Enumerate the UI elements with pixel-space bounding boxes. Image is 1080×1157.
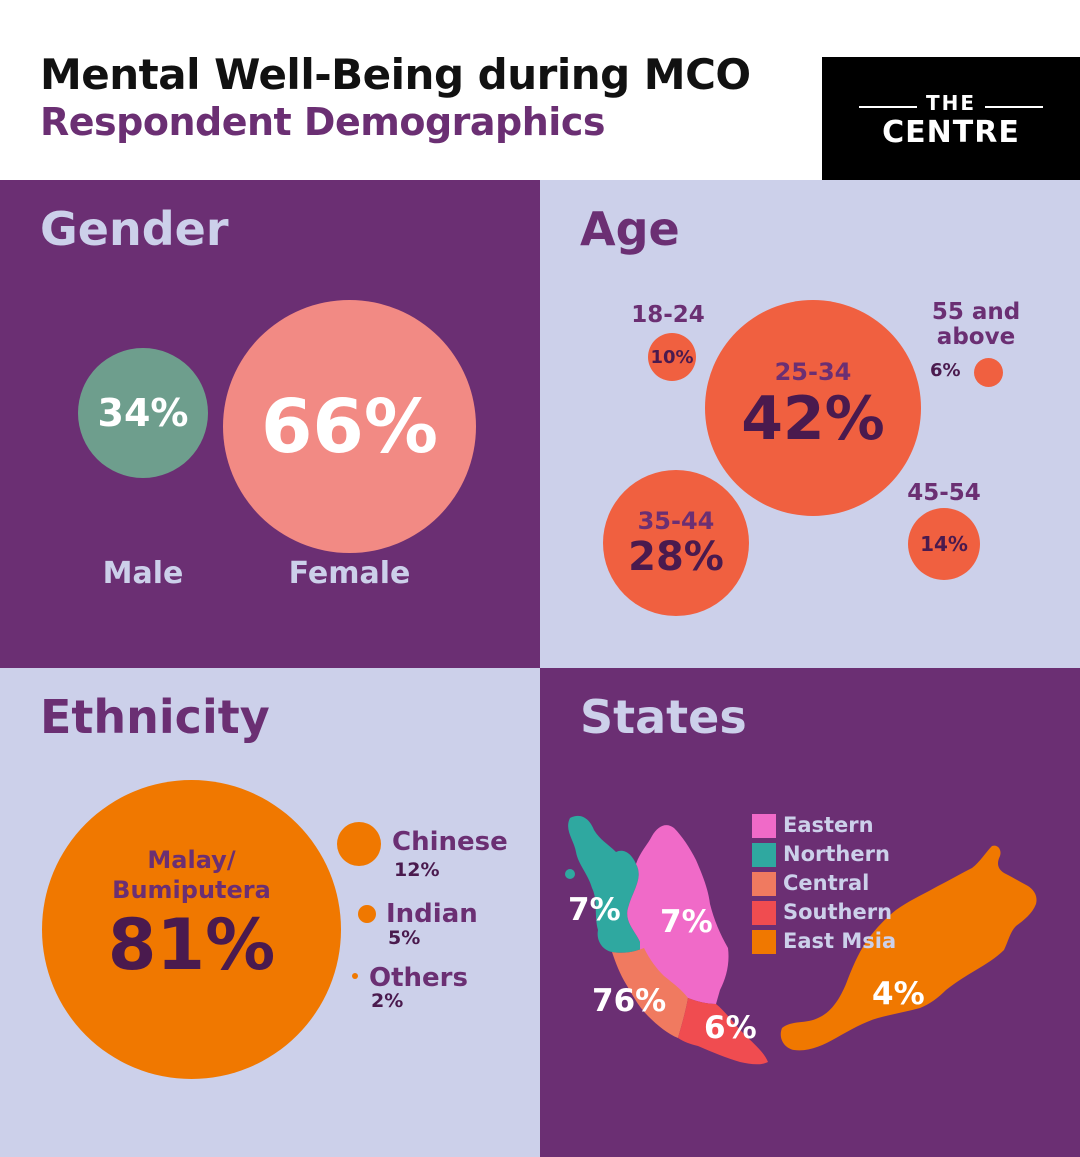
legend-swatch-southern bbox=[752, 901, 776, 925]
legend-label-eastern: Eastern bbox=[783, 813, 874, 837]
age-panel: Age 18-24 10% 25-34 42% 35-44 28% 45-54 … bbox=[540, 180, 1080, 668]
age-45-54-bubble: 14% bbox=[908, 508, 980, 580]
legend-swatch-east-msia bbox=[752, 930, 776, 954]
map-pct-northern: 7% bbox=[568, 892, 621, 928]
ethnicity-title: Ethnicity bbox=[40, 690, 270, 744]
map-region-northern bbox=[568, 815, 644, 953]
legend-label-northern: Northern bbox=[783, 842, 890, 866]
map-pct-eastern: 7% bbox=[660, 904, 713, 940]
gender-title: Gender bbox=[40, 202, 229, 256]
gender-panel: Gender 34% 66% Male Female bbox=[0, 180, 540, 668]
others-pct: 2% bbox=[371, 990, 404, 1012]
legend-swatch-eastern bbox=[752, 814, 776, 838]
age-55-above-label-line2: above bbox=[936, 324, 1016, 350]
female-label: Female bbox=[288, 556, 411, 591]
age-45-54-label: 45-54 bbox=[907, 480, 981, 506]
malay-label-line2: Bumiputera bbox=[112, 875, 271, 904]
male-bubble: 34% bbox=[78, 348, 208, 478]
map-region-east-msia bbox=[780, 845, 1037, 1051]
chinese-label: Chinese bbox=[392, 827, 508, 857]
page-subtitle: Respondent Demographics bbox=[40, 100, 605, 144]
states-panel: States 7% 7% 76% 6% 4% Eastern Northern … bbox=[540, 668, 1080, 1157]
age-55-above-label-line1: 55 and bbox=[931, 299, 1021, 325]
age-25-34-label: 25-34 bbox=[774, 358, 852, 386]
map-region-central bbox=[612, 948, 688, 1038]
logo-text-top: THE bbox=[925, 91, 977, 115]
male-pct: 34% bbox=[97, 391, 189, 435]
age-25-34-pct: 42% bbox=[741, 384, 885, 454]
others-bubble bbox=[352, 973, 358, 979]
age-18-24-label: 18-24 bbox=[631, 302, 705, 328]
age-title: Age bbox=[580, 202, 680, 256]
others-label: Others bbox=[369, 963, 468, 993]
age-35-44-label: 35-44 bbox=[637, 507, 715, 535]
age-45-54-pct: 14% bbox=[920, 532, 968, 556]
chinese-pct: 12% bbox=[394, 859, 440, 881]
header: Mental Well-Being during MCO Respondent … bbox=[0, 0, 1080, 180]
logo-text-bottom: CENTRE bbox=[882, 115, 1020, 150]
female-pct: 66% bbox=[260, 383, 439, 470]
age-55-above-pct: 6% bbox=[930, 360, 961, 381]
the-centre-logo: THE CENTRE bbox=[822, 57, 1080, 180]
malay-label-line1: Malay/ bbox=[147, 845, 236, 874]
map-island-langkawi bbox=[565, 869, 575, 879]
malay-bumiputera-bubble: Malay/ Bumiputera 81% bbox=[42, 780, 341, 1079]
legend-swatch-central bbox=[752, 872, 776, 896]
map-pct-central: 76% bbox=[592, 983, 667, 1019]
age-55-above-bubble bbox=[974, 358, 1003, 387]
age-18-24-bubble: 10% bbox=[648, 333, 696, 381]
map-region-eastern bbox=[627, 825, 729, 1004]
map-pct-east-msia: 4% bbox=[872, 976, 925, 1012]
malay-pct: 81% bbox=[107, 903, 276, 986]
legend-label-central: Central bbox=[783, 871, 870, 895]
legend-label-southern: Southern bbox=[783, 900, 893, 924]
male-label: Male bbox=[102, 556, 184, 591]
indian-label: Indian bbox=[386, 899, 478, 929]
chinese-bubble bbox=[337, 822, 381, 866]
age-35-44-pct: 28% bbox=[628, 534, 724, 580]
age-18-24-pct: 10% bbox=[650, 346, 694, 368]
female-bubble: 66% bbox=[223, 300, 476, 553]
ethnicity-panel: Ethnicity Malay/ Bumiputera 81% Chinese … bbox=[0, 668, 540, 1157]
age-25-34-bubble: 25-34 42% bbox=[705, 300, 921, 516]
logo-line-right bbox=[985, 106, 1043, 108]
indian-pct: 5% bbox=[388, 927, 421, 949]
legend-swatch-northern bbox=[752, 843, 776, 867]
indian-bubble bbox=[358, 905, 376, 923]
map-pct-southern: 6% bbox=[704, 1010, 757, 1046]
malaysia-map bbox=[565, 815, 1037, 1065]
age-35-44-bubble: 35-44 28% bbox=[603, 470, 749, 616]
page-title: Mental Well-Being during MCO bbox=[40, 50, 751, 99]
states-title: States bbox=[580, 690, 747, 744]
map-region-southern bbox=[678, 998, 768, 1065]
age-55-above-label: 55 and above bbox=[918, 300, 1034, 350]
logo-line-left bbox=[859, 106, 917, 108]
legend-label-east-msia: East Msia bbox=[783, 929, 897, 953]
